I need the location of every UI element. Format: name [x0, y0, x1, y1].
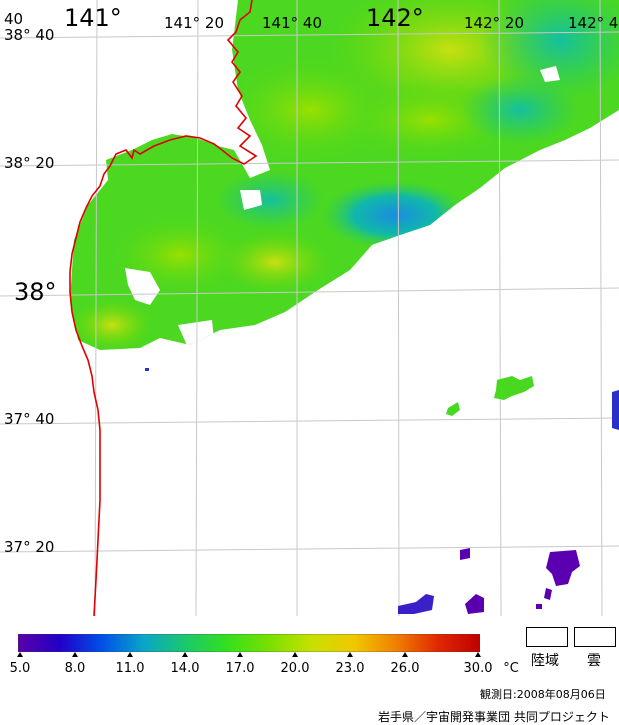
lon-label-141: 141°: [64, 4, 122, 32]
lon-label-141-20: 141° 20: [164, 14, 224, 32]
temperature-colorbar: [18, 634, 480, 652]
colorbar-tick-mark: [347, 652, 353, 657]
lon-label-141-40: 141° 40: [262, 14, 322, 32]
cloud-swatch: [574, 627, 616, 647]
colorbar-unit: °C: [503, 661, 519, 676]
colorbar-tick-30: 30.0: [463, 661, 493, 676]
colorbar-tick-11: 11.0: [115, 661, 145, 676]
lat-label-38: 38°: [14, 278, 57, 306]
colorbar-tick-26: 26.0: [390, 661, 420, 676]
colorbar-tick-5: 5.0: [9, 661, 31, 676]
sst-patches: [145, 368, 619, 614]
colorbar-tick-14: 14.0: [170, 661, 200, 676]
sst-map-canvas: [0, 0, 619, 616]
colorbar-tick-mark: [17, 652, 23, 657]
coastline: [69, 0, 258, 616]
observation-date: 観測日:2008年08月06日: [480, 688, 606, 701]
lat-label-38-40: 38° 40: [4, 26, 55, 44]
colorbar-tick-mark: [127, 652, 133, 657]
lat-label-37-40: 37° 40: [4, 410, 55, 428]
colorbar-tick-20: 20.0: [280, 661, 310, 676]
lon-label-142-40: 142° 4: [568, 14, 619, 32]
corner-label: 40: [4, 10, 24, 28]
sst-field: [70, 0, 619, 350]
project-credits: 岩手県／宇宙開発事業団 共同プロジェクト: [378, 710, 610, 724]
lat-label-38-20: 38° 20: [4, 154, 55, 172]
colorbar-tick-17: 17.0: [225, 661, 255, 676]
lon-label-142: 142°: [366, 4, 424, 32]
cloud-label: 雲: [587, 653, 601, 669]
colorbar-tick-mark: [237, 652, 243, 657]
colorbar-tick-8: 8.0: [64, 661, 86, 676]
colorbar-tick-mark: [475, 652, 481, 657]
land-label: 陸域: [531, 653, 559, 669]
land-swatch: [526, 627, 568, 647]
graticule: [0, 0, 619, 616]
sst-map: 40 141° 141° 20 141° 40 142° 142° 20 142…: [0, 0, 619, 616]
colorbar-tick-23: 23.0: [335, 661, 365, 676]
lon-label-142-20: 142° 20: [464, 14, 524, 32]
lat-label-37-20: 37° 20: [4, 538, 55, 556]
colorbar-tick-mark: [292, 652, 298, 657]
colorbar-tick-mark: [72, 652, 78, 657]
colorbar-tick-mark: [402, 652, 408, 657]
colorbar-tick-mark: [182, 652, 188, 657]
